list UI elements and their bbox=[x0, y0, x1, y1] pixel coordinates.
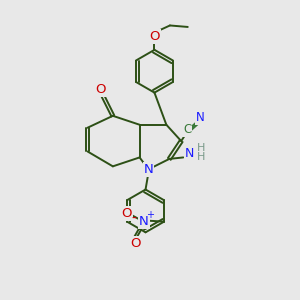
Text: O: O bbox=[122, 207, 132, 220]
Text: H: H bbox=[197, 152, 205, 162]
Text: O: O bbox=[96, 83, 106, 96]
Text: N: N bbox=[139, 215, 149, 228]
Text: N: N bbox=[184, 147, 194, 161]
Text: C: C bbox=[183, 123, 191, 136]
Text: -: - bbox=[132, 212, 136, 226]
Text: O: O bbox=[130, 237, 141, 250]
Text: H: H bbox=[197, 143, 205, 153]
Text: O: O bbox=[149, 30, 160, 43]
Text: +: + bbox=[146, 210, 154, 220]
Text: N: N bbox=[196, 111, 204, 124]
Text: N: N bbox=[144, 163, 153, 176]
